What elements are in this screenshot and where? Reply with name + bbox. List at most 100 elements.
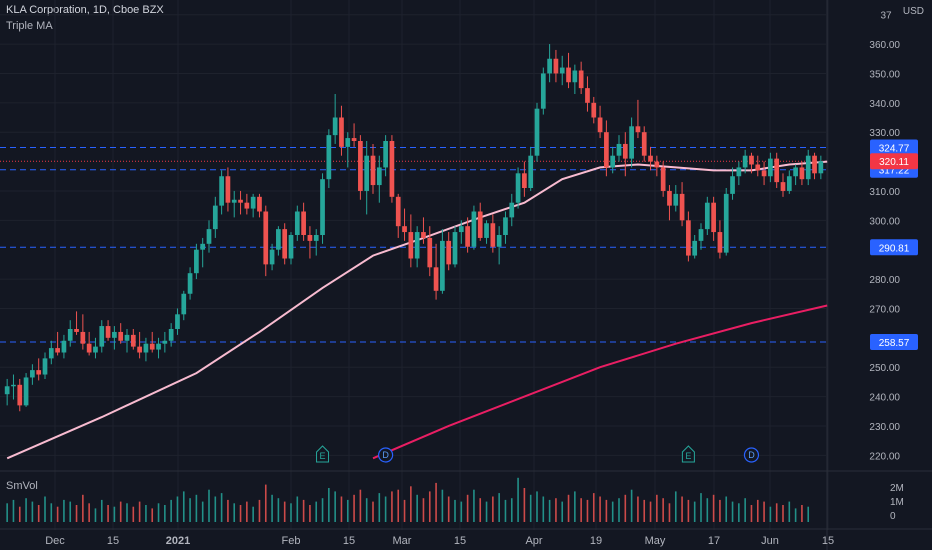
candle-body xyxy=(597,117,603,133)
candle-body xyxy=(780,182,786,191)
volume-bar xyxy=(365,498,368,522)
candle-body xyxy=(124,334,130,341)
volume-bar xyxy=(611,501,614,522)
candle-body xyxy=(730,176,735,194)
candle-body xyxy=(559,67,565,74)
volume-bar xyxy=(18,506,21,522)
volume-bar xyxy=(561,501,564,522)
volume-bar xyxy=(113,506,116,522)
volume-bar xyxy=(239,505,242,522)
candle-body xyxy=(692,240,698,256)
volume-bar xyxy=(605,499,608,522)
volume-bar xyxy=(50,503,53,522)
time-tick-label: May xyxy=(645,535,666,547)
volume-bar xyxy=(807,506,810,522)
time-tick-label: 15 xyxy=(343,535,355,547)
candle-body xyxy=(578,70,584,89)
candle-body xyxy=(408,232,414,259)
volume-bar xyxy=(44,496,46,522)
volume-bar xyxy=(25,498,27,522)
volume-bar xyxy=(725,496,728,522)
volume-bar xyxy=(328,488,330,522)
candle-body xyxy=(528,155,534,188)
earnings-marker-label: E xyxy=(685,451,691,461)
price-tick-label: 37 xyxy=(880,11,892,22)
candle-body xyxy=(818,161,824,174)
ma-fast-line xyxy=(6,160,828,460)
price-tick-label: 280.00 xyxy=(869,275,900,286)
volume-bar xyxy=(208,489,210,522)
candle-body xyxy=(36,370,42,375)
candle-body xyxy=(383,141,388,168)
volume-bar xyxy=(738,503,740,522)
candle-body xyxy=(648,155,653,162)
volume-bar xyxy=(719,499,721,522)
candle-body xyxy=(490,223,496,247)
candle-body xyxy=(509,202,515,218)
volume-bar xyxy=(227,499,229,522)
volume-bar xyxy=(145,505,147,522)
candle-body xyxy=(194,249,199,274)
candle-body xyxy=(48,348,54,359)
candle-body xyxy=(440,240,445,291)
candle-body xyxy=(55,348,60,353)
volume-bar xyxy=(37,505,40,522)
volume-bar xyxy=(372,501,374,522)
volume-bar xyxy=(517,477,519,522)
volume-bar xyxy=(756,499,759,522)
candle-body xyxy=(433,267,439,291)
volume-bar xyxy=(334,491,336,522)
candle-body xyxy=(86,343,92,353)
volume-bar xyxy=(599,496,601,522)
candle-body xyxy=(332,117,338,136)
volume-bar xyxy=(428,491,431,522)
candle-body xyxy=(515,173,521,203)
indicator-label: Triple MA xyxy=(6,20,53,32)
candle-body xyxy=(503,217,508,235)
candle-body xyxy=(622,143,628,159)
volume-bar xyxy=(656,494,658,522)
volume-bar xyxy=(31,501,34,522)
volume-bar xyxy=(668,503,671,522)
candle-body xyxy=(130,334,136,347)
level-price-label: 258.57 xyxy=(879,338,910,349)
level-price-tag xyxy=(870,334,918,351)
volume-bar xyxy=(359,489,362,522)
candle-body xyxy=(679,193,685,221)
volume-bar xyxy=(353,494,355,522)
volume-bar xyxy=(794,508,797,522)
volume-bar xyxy=(769,506,772,522)
volume-bar xyxy=(763,501,765,522)
candle-body xyxy=(591,102,597,118)
candle-body xyxy=(250,196,256,209)
volume-bar xyxy=(775,503,778,522)
time-tick-label: 17 xyxy=(708,535,720,547)
candle-body xyxy=(301,211,306,235)
volume-bar xyxy=(56,506,59,522)
volume-bar xyxy=(580,498,582,522)
volume-bar xyxy=(498,493,500,522)
candle-body xyxy=(799,167,805,180)
volume-bar xyxy=(782,505,784,522)
volume-bar xyxy=(302,499,305,522)
candle-body xyxy=(673,193,679,206)
volume-bar xyxy=(454,499,456,522)
volume-bar xyxy=(182,491,185,522)
volume-bar xyxy=(435,482,437,522)
volume-bar xyxy=(744,498,746,522)
candle-body xyxy=(749,155,754,165)
candle-body xyxy=(93,346,98,353)
candle-body xyxy=(351,138,357,141)
volume-bar xyxy=(315,501,318,522)
last-price-tag xyxy=(870,153,918,170)
volume-bar xyxy=(220,493,223,522)
dividend-marker-label: D xyxy=(382,450,389,460)
time-tick-label: 15 xyxy=(454,535,466,547)
time-tick-label: Feb xyxy=(282,535,301,547)
volume-bar xyxy=(447,496,450,522)
dividend-marker xyxy=(743,447,760,463)
time-tick-label: 2021 xyxy=(166,535,190,547)
volume-bar xyxy=(416,494,418,522)
candle-body xyxy=(402,226,407,233)
